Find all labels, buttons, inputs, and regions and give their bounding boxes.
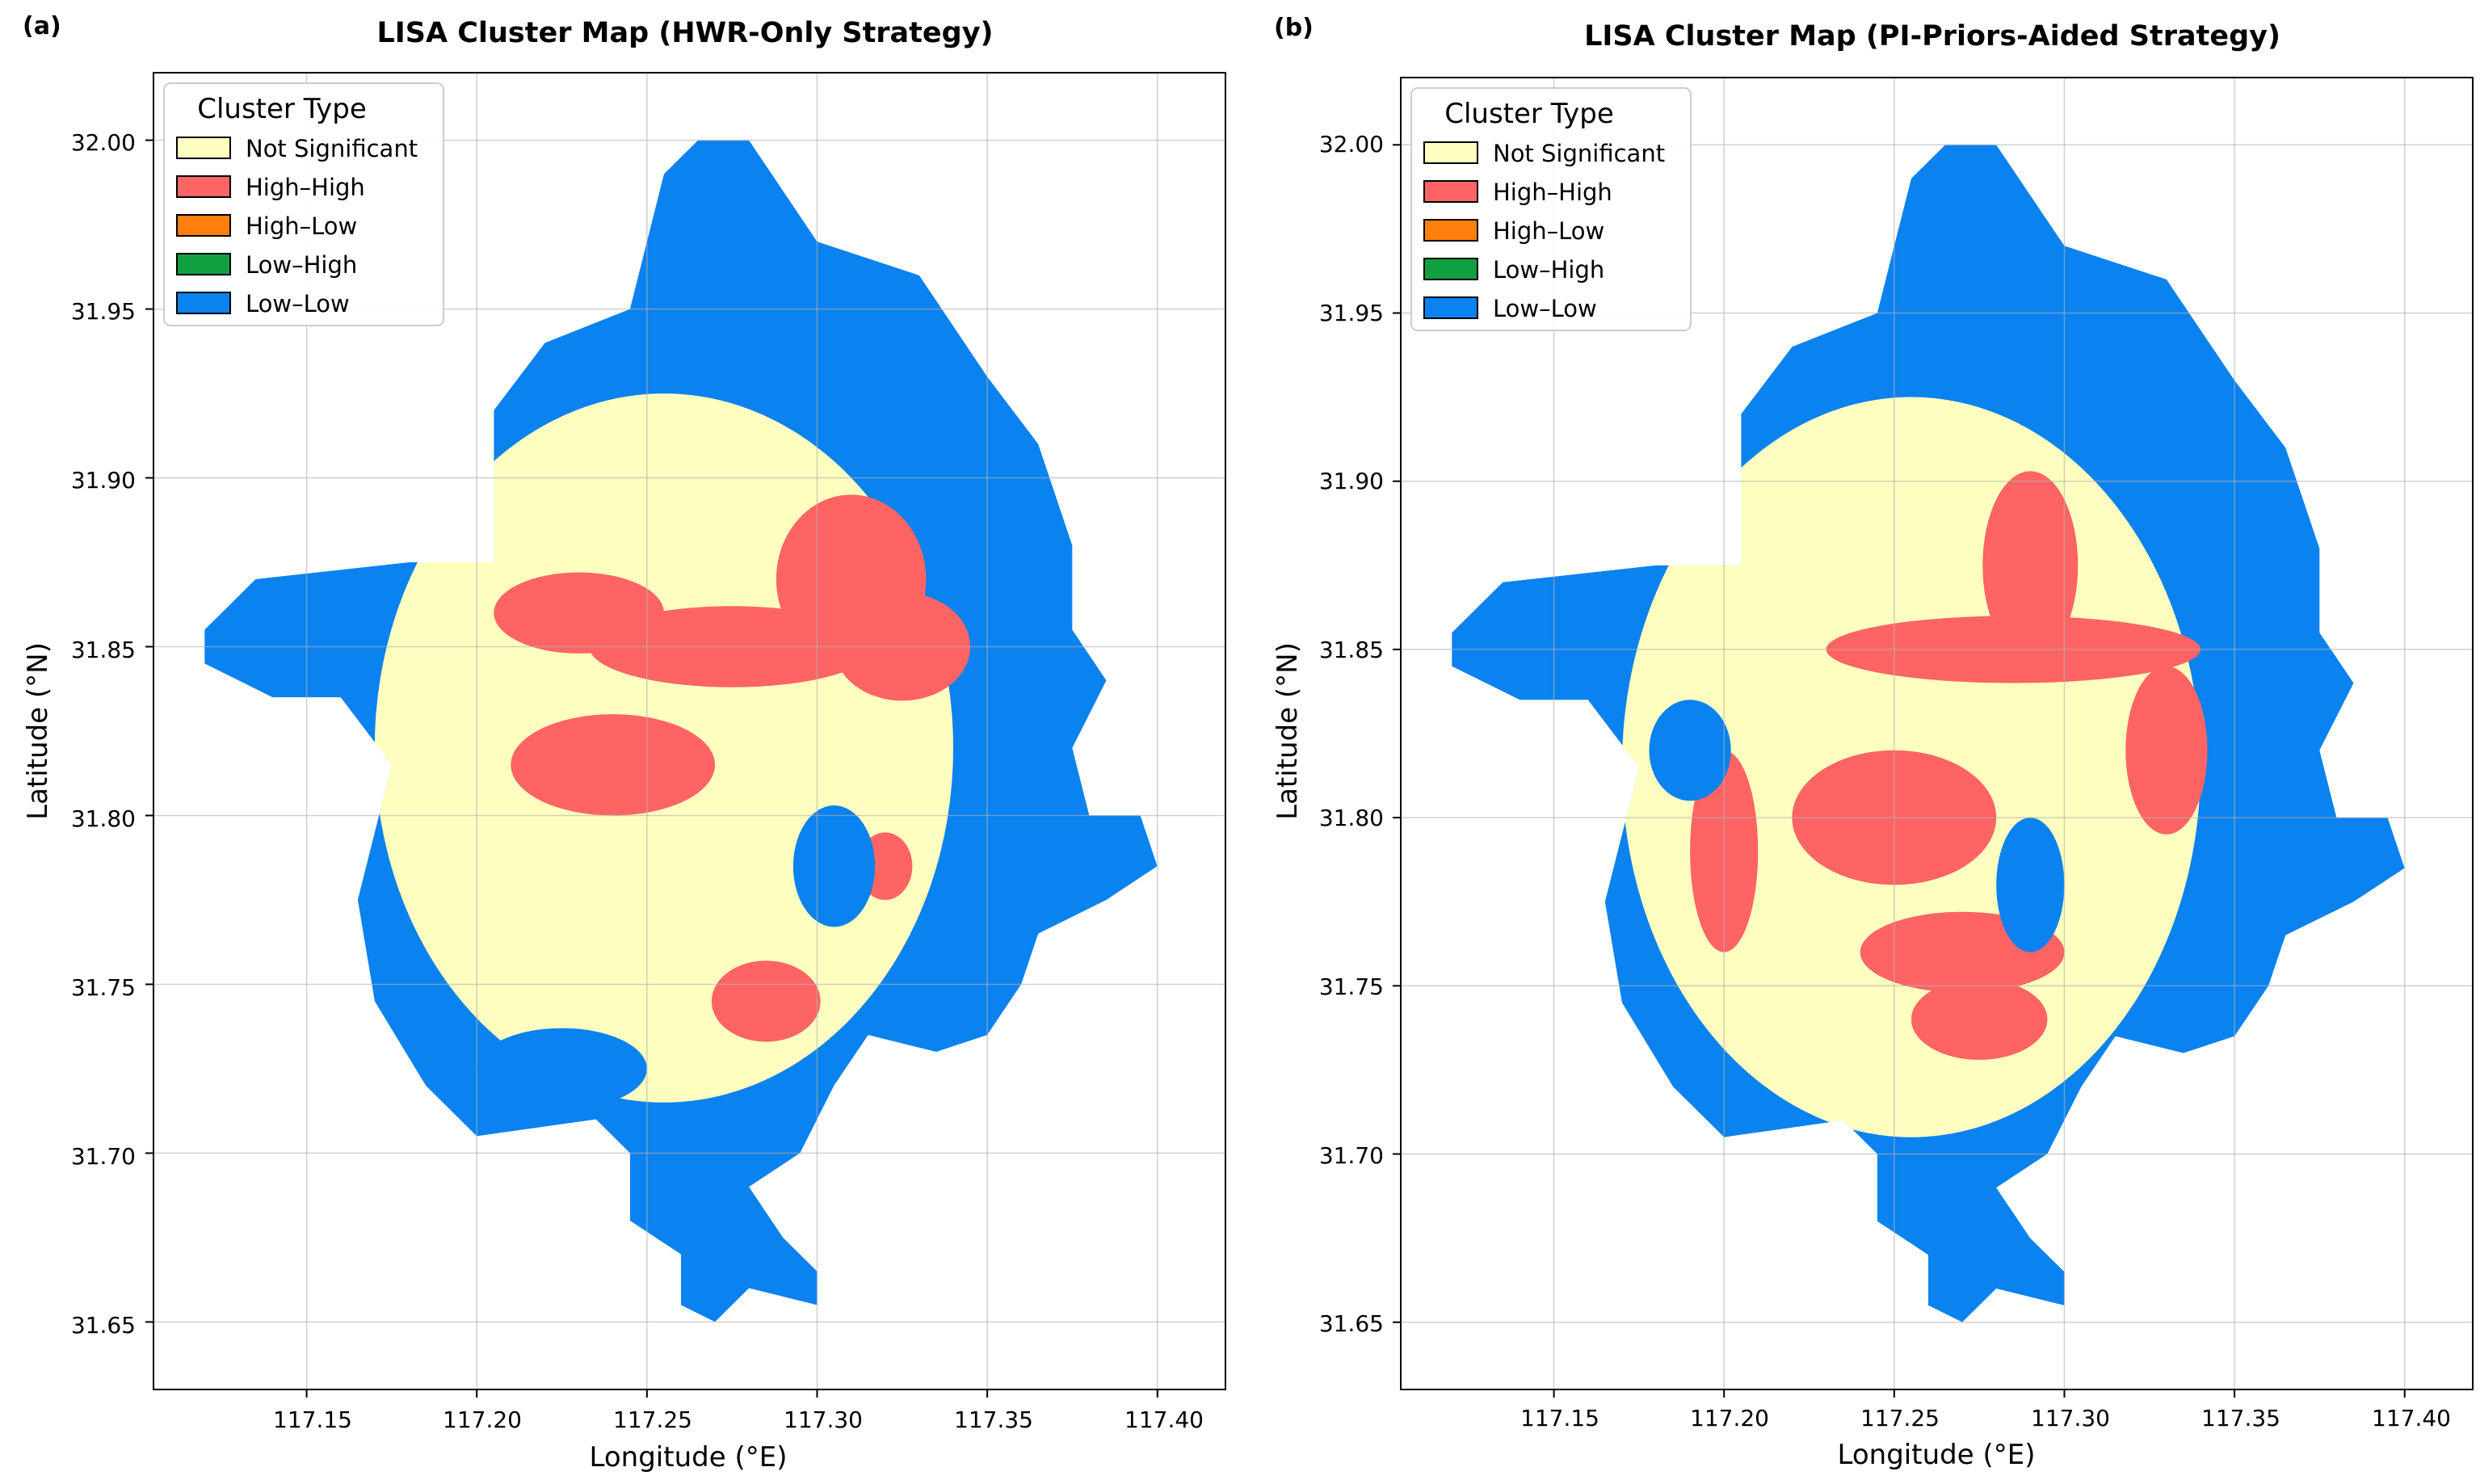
- panel-b: (b) LISA Cluster Map (PI-Priors-Aided St…: [1240, 0, 2480, 1484]
- plot-title: LISA Cluster Map (HWR-Only Strategy): [376, 17, 993, 49]
- legend-label: Not Significant: [1493, 140, 1665, 167]
- cluster-region: [477, 1028, 647, 1110]
- x-tick-label: 117.25: [1860, 1405, 1940, 1431]
- legend-label: High–High: [1493, 179, 1612, 206]
- cluster-region: [1649, 700, 1731, 801]
- legend-swatch: [1423, 141, 1478, 164]
- y-tick-label: 31.95: [71, 298, 136, 325]
- y-tick-label: 32.00: [71, 129, 136, 156]
- y-tick-label: 31.65: [1319, 1310, 1384, 1337]
- legend-title: Cluster Type: [197, 93, 367, 125]
- cluster-region: [1910, 978, 2048, 1060]
- legend-box: [163, 82, 444, 326]
- legend-swatch: [1423, 180, 1478, 203]
- panel-b-svg: (b) LISA Cluster Map (PI-Priors-Aided St…: [1272, 14, 2474, 1471]
- x-tick-label: 117.35: [2201, 1405, 2280, 1431]
- x-tick-label: 117.35: [954, 1406, 1033, 1433]
- y-tick-label: 31.75: [1319, 973, 1384, 1000]
- panel-letter: (a): [23, 12, 61, 40]
- cluster-region: [711, 961, 821, 1042]
- legend: Cluster Type Not Significant High–High H…: [163, 82, 444, 326]
- y-tick-label: 31.70: [71, 1143, 136, 1170]
- legend-label: High–Low: [1493, 217, 1604, 245]
- x-tick-label: 117.20: [443, 1406, 522, 1433]
- plot-frame: [153, 72, 1226, 1390]
- y-tick-label: 31.75: [71, 974, 136, 1001]
- y-axis-label: Latitude (°N): [22, 642, 54, 820]
- cluster-region: [2125, 666, 2208, 834]
- legend-swatch: [176, 292, 231, 314]
- plot-title: LISA Cluster Map (PI-Priors-Aided Strate…: [1584, 20, 2280, 53]
- legend-swatch: [1423, 258, 1478, 280]
- legend-box: [1410, 87, 1692, 331]
- panel-a-svg: (a) LISA Cluster Map (HWR-Only Strategy)…: [22, 12, 1226, 1473]
- x-tick-label: 117.25: [613, 1406, 692, 1433]
- map-layer: [204, 140, 1158, 1322]
- x-tick-label: 117.30: [2031, 1405, 2110, 1431]
- y-ticks: 31.65 31.70 31.75 31.80 31.85 31.90 31.9…: [1319, 131, 1384, 1337]
- legend-label: High–Low: [246, 212, 357, 240]
- y-ticks: 31.65 31.70 31.75 31.80 31.85 31.90 31.9…: [71, 129, 136, 1339]
- panel-letter: (b): [1274, 14, 1314, 42]
- legend-swatch: [1423, 219, 1478, 242]
- x-tick-label: 117.30: [784, 1406, 863, 1433]
- legend-label: Low–High: [246, 251, 357, 279]
- cluster-region: [792, 805, 876, 927]
- map-layer: [1452, 145, 2405, 1322]
- y-tick-label: 31.90: [1319, 468, 1384, 494]
- panel-a: (a) LISA Cluster Map (HWR-Only Strategy)…: [22, 12, 1226, 1473]
- y-tick-label: 31.85: [1319, 637, 1384, 663]
- legend-label: Low–Low: [1493, 295, 1597, 322]
- y-tick-label: 31.70: [1319, 1142, 1384, 1169]
- cluster-region: [494, 572, 664, 654]
- x-tick-label: 117.20: [1690, 1405, 1769, 1431]
- y-axis-label: Latitude (°N): [1272, 642, 1304, 820]
- x-tick-label: 117.15: [1520, 1405, 1599, 1431]
- y-tick-label: 31.90: [71, 467, 136, 494]
- legend-swatch: [176, 214, 231, 237]
- cluster-region: [511, 714, 716, 816]
- x-axis-label: Longitude (°E): [590, 1441, 788, 1473]
- y-tick-label: 31.65: [71, 1312, 136, 1339]
- plot-frame: [1400, 77, 2474, 1390]
- cluster-region: [1996, 818, 2065, 952]
- legend: Cluster Type Not Significant High–High H…: [1410, 87, 1692, 331]
- cluster-region: [1982, 471, 2079, 660]
- y-tick-label: 31.80: [1319, 805, 1384, 831]
- legend-label: Not Significant: [246, 135, 418, 162]
- y-tick-label: 31.80: [71, 805, 136, 832]
- x-ticks: 117.15 117.20 117.25 117.30 117.35 117.4…: [273, 1406, 1204, 1433]
- legend-swatch: [176, 175, 231, 198]
- legend-label: Low–High: [1493, 256, 1604, 284]
- legend-swatch: [176, 253, 231, 275]
- x-tick-label: 117.40: [1124, 1406, 1204, 1433]
- legend-label: Low–Low: [246, 290, 350, 317]
- legend-swatch: [176, 137, 231, 159]
- legend-swatch: [1423, 296, 1478, 319]
- legend-label: High–High: [246, 174, 365, 201]
- y-tick-label: 31.85: [71, 637, 136, 663]
- x-tick-label: 117.40: [2372, 1405, 2451, 1431]
- gridlines: [1401, 78, 2473, 1389]
- y-tick-label: 31.95: [1319, 300, 1384, 326]
- x-tick-label: 117.15: [273, 1406, 352, 1433]
- legend-title: Cluster Type: [1444, 98, 1614, 130]
- y-tick-label: 32.00: [1319, 131, 1384, 158]
- x-axis-label: Longitude (°E): [1838, 1439, 2036, 1471]
- x-ticks: 117.15 117.20 117.25 117.30 117.35 117.4…: [1520, 1405, 2451, 1431]
